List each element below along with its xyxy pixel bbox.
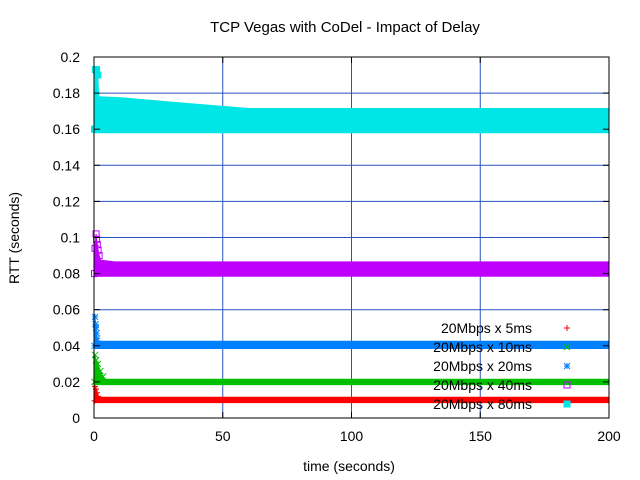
x-tick-label: 200 [597,428,621,444]
y-tick-label: 0.18 [53,85,80,101]
x-axis-label: time (seconds) [303,458,395,474]
series-2 [91,351,610,386]
data-point [94,246,102,254]
series-band [98,396,610,404]
y-axis-label: RTT (seconds) [6,192,22,284]
data-layer [91,66,610,404]
series-5 [91,66,610,134]
x-tick-label: 0 [90,428,98,444]
y-tick-label: 0.12 [53,193,80,209]
y-tick-label: 0.02 [53,374,80,390]
data-point [94,389,101,396]
legend-marker [563,362,571,370]
x-tick-label: 100 [340,428,364,444]
legend-marker [563,343,571,351]
data-point [91,313,99,321]
data-point [95,252,103,260]
legend-label: 20Mbps x 80ms [433,396,532,412]
y-tick-label: 0.16 [53,121,80,137]
x-tick-label: 50 [215,428,231,444]
y-tick-label: 0.04 [53,338,80,354]
data-point [95,393,102,400]
legend-marker [563,400,571,408]
data-point [99,373,107,380]
y-tick-label: 0.2 [61,49,81,65]
legend: 20Mbps x 5ms 20Mbps x 10ms 20Mbps x 20ms 20… [433,320,571,412]
legend-label: 20Mbps x 40ms [433,377,532,393]
data-point [94,360,102,368]
series-band [98,96,610,134]
legend-label: 20Mbps x 5ms [441,320,532,336]
data-point [92,230,100,238]
y-tick-label: 0.14 [53,157,80,173]
series-band [99,259,610,277]
data-point [93,335,101,342]
axis-ticks: 0 50 100 150 200 0 0.02 0.04 0.06 0.08 0.1 0.12 0.14… [53,49,621,444]
chart-title: TCP Vegas with CoDel - Impact of Delay [210,19,480,36]
legend-label: 20Mbps x 10ms [433,339,532,355]
legend-marker [564,325,570,331]
legend-label: 20Mbps x 20ms [433,358,532,374]
series-band [103,378,610,386]
series-spike [94,233,101,277]
x-tick-label: 150 [469,428,493,444]
y-tick-label: 0.08 [53,266,80,282]
data-point [93,329,100,337]
series-band [97,340,610,350]
data-point [91,397,98,404]
y-tick-label: 0.06 [53,302,80,318]
data-point [91,351,99,359]
y-tick-label: 0.1 [61,230,81,246]
data-point [97,367,104,375]
y-tick-label: 0 [72,410,80,426]
data-point [94,71,102,79]
legend-marker [563,381,571,389]
series-spike [94,69,100,134]
